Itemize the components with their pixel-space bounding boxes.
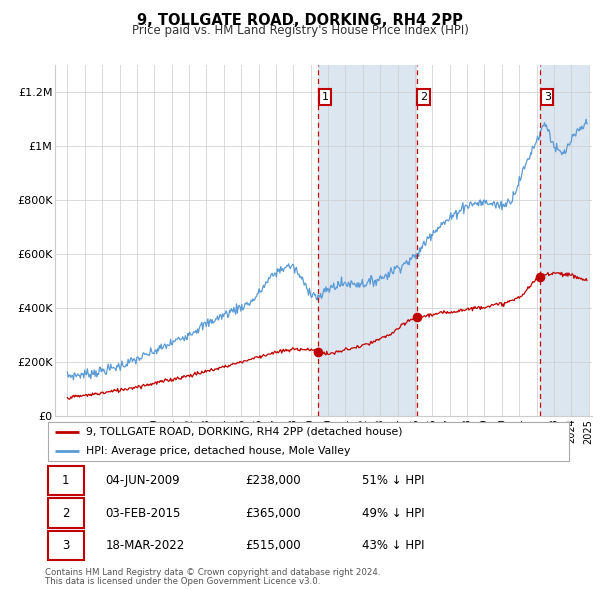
FancyBboxPatch shape <box>47 422 569 461</box>
Text: 1: 1 <box>322 92 329 102</box>
Text: 2: 2 <box>62 506 70 520</box>
Text: £515,000: £515,000 <box>245 539 301 552</box>
Text: 2: 2 <box>420 92 427 102</box>
Text: 43% ↓ HPI: 43% ↓ HPI <box>362 539 424 552</box>
Text: 9, TOLLGATE ROAD, DORKING, RH4 2PP: 9, TOLLGATE ROAD, DORKING, RH4 2PP <box>137 13 463 28</box>
Text: 49% ↓ HPI: 49% ↓ HPI <box>362 506 424 520</box>
Bar <box>540 65 589 416</box>
Text: 3: 3 <box>62 539 69 552</box>
Text: 9, TOLLGATE ROAD, DORKING, RH4 2PP (detached house): 9, TOLLGATE ROAD, DORKING, RH4 2PP (deta… <box>86 427 403 437</box>
Text: 04-JUN-2009: 04-JUN-2009 <box>106 474 181 487</box>
Text: £238,000: £238,000 <box>245 474 301 487</box>
Text: HPI: Average price, detached house, Mole Valley: HPI: Average price, detached house, Mole… <box>86 446 350 456</box>
Text: 18-MAR-2022: 18-MAR-2022 <box>106 539 185 552</box>
Text: 1: 1 <box>62 474 70 487</box>
Bar <box>318 65 416 416</box>
Text: Price paid vs. HM Land Registry's House Price Index (HPI): Price paid vs. HM Land Registry's House … <box>131 24 469 37</box>
Text: 03-FEB-2015: 03-FEB-2015 <box>106 506 181 520</box>
FancyBboxPatch shape <box>47 530 83 560</box>
FancyBboxPatch shape <box>47 466 83 496</box>
Text: £365,000: £365,000 <box>245 506 301 520</box>
FancyBboxPatch shape <box>47 499 83 527</box>
Text: This data is licensed under the Open Government Licence v3.0.: This data is licensed under the Open Gov… <box>45 577 320 586</box>
Text: 3: 3 <box>544 92 551 102</box>
Text: 51% ↓ HPI: 51% ↓ HPI <box>362 474 424 487</box>
Text: Contains HM Land Registry data © Crown copyright and database right 2024.: Contains HM Land Registry data © Crown c… <box>45 568 380 576</box>
